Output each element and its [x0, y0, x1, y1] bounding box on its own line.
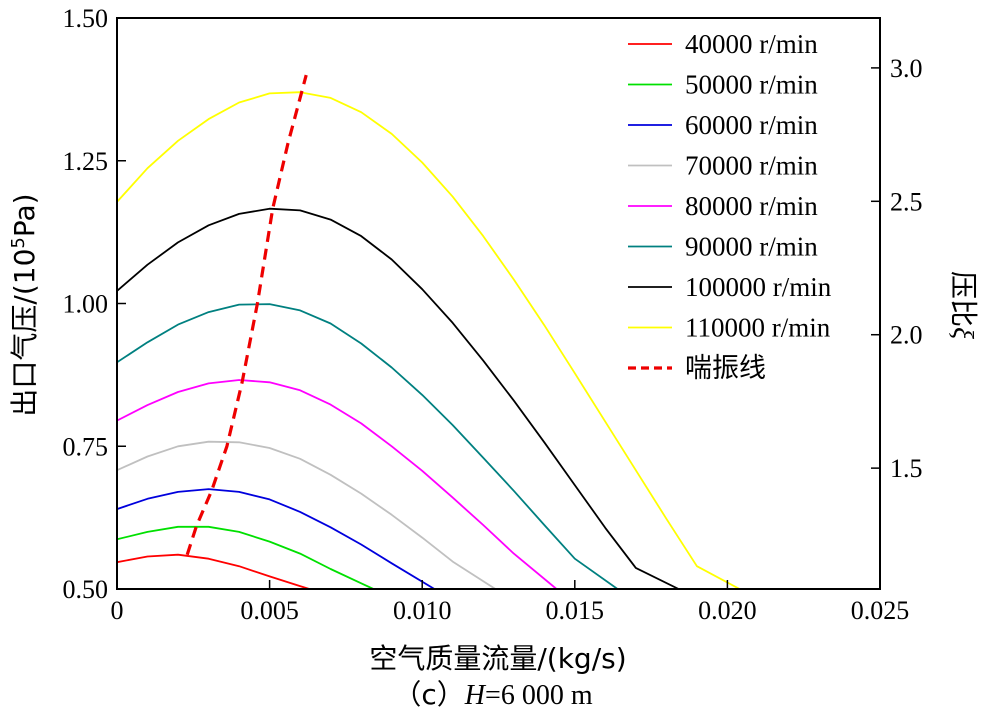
y2-tick-label: 2.5 — [890, 187, 923, 216]
legend-label: 60000 r/min — [685, 110, 818, 140]
legend-label: 喘振线 — [685, 353, 766, 383]
x-axis-title: 空气质量流量/(kg/s) — [369, 642, 626, 675]
caption-variable: H — [464, 680, 487, 711]
caption-value: =6 000 m — [485, 680, 593, 711]
ticks-layer: 0 0.005 0.010 0.015 0.020 0.025 0.50 0.75 1.00 1.… — [63, 4, 923, 625]
legend-label: 50000 r/min — [685, 70, 818, 100]
legend-label: 80000 r/min — [685, 191, 818, 221]
series-line-5 — [117, 303, 619, 589]
legend-label: 70000 r/min — [685, 151, 818, 181]
legend-label: 100000 r/min — [685, 272, 832, 302]
x-tick-label: 0 — [111, 596, 124, 625]
y-tick-label: 1.50 — [63, 4, 109, 33]
series-line-1 — [117, 525, 374, 589]
y-axis-title-main: 出口气压/(10 — [8, 249, 41, 417]
legend-label: 40000 r/min — [685, 29, 818, 59]
legend-label: 110000 r/min — [685, 313, 831, 343]
x-tick-label: 0.005 — [240, 596, 299, 625]
y-tick-label: 1.00 — [63, 290, 109, 319]
legend: 40000 r/min 50000 r/min 60000 r/min 70000 r… — [628, 29, 832, 383]
series-line-4 — [117, 379, 558, 589]
legend-label: 90000 r/min — [685, 232, 818, 262]
surge-line — [185, 74, 308, 556]
y-tick-label: 1.25 — [63, 147, 109, 176]
series-line-2 — [117, 488, 435, 589]
series-line-7 — [117, 91, 741, 589]
y2-axis-title-main: 压比 — [947, 271, 980, 327]
x-tick-label: 0.020 — [698, 596, 757, 625]
series-layer — [117, 74, 741, 589]
plot-frame — [116, 17, 881, 590]
y-tick-label: 0.75 — [63, 432, 109, 461]
caption-label: （c） — [393, 678, 464, 711]
y-axis-title: 出口气压/(105Pa) — [8, 193, 41, 416]
x-tick-label: 0.015 — [546, 596, 605, 625]
series-line-3 — [117, 440, 496, 589]
x-tick-label: 0.025 — [851, 596, 910, 625]
y2-tick-label: 2.0 — [890, 321, 923, 350]
series-line-0 — [117, 553, 310, 589]
series-line-6 — [117, 207, 679, 589]
y2-tick-label: 3.0 — [890, 54, 923, 83]
figure-caption: （c）H=6 000 m — [393, 678, 592, 711]
y2-tick-label: 1.5 — [890, 454, 923, 483]
y-axis-title-tail: Pa) — [8, 193, 41, 237]
x-tick-label: 0.010 — [393, 596, 452, 625]
y-axis-title-sup: 5 — [8, 237, 29, 248]
y-tick-label: 0.50 — [63, 575, 109, 604]
y2-axis-title: 压比ξ — [947, 271, 980, 339]
y2-axis-title-symbol: ξ — [947, 327, 978, 339]
